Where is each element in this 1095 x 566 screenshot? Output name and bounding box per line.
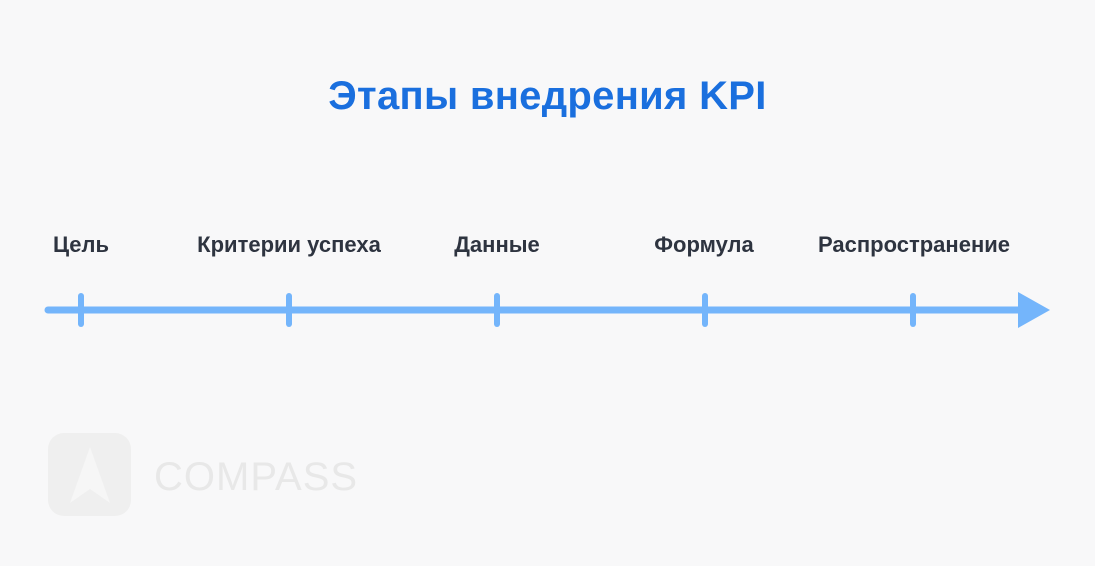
compass-arrow-icon [70,447,110,503]
stage-label-data: Данные [454,232,540,257]
stage-label-success-criteria: Критерии успеха [197,232,381,257]
compass-logo [48,433,131,516]
stage-label-rollout: Распространение [818,232,1010,257]
page-title: Этапы внедрения KPI [328,74,767,118]
arrowhead-icon [1018,292,1050,328]
stage-label-goal: Цель [52,232,110,257]
stage-label-formula: Формула [654,232,754,257]
watermark-text: COMPASS [154,455,359,499]
